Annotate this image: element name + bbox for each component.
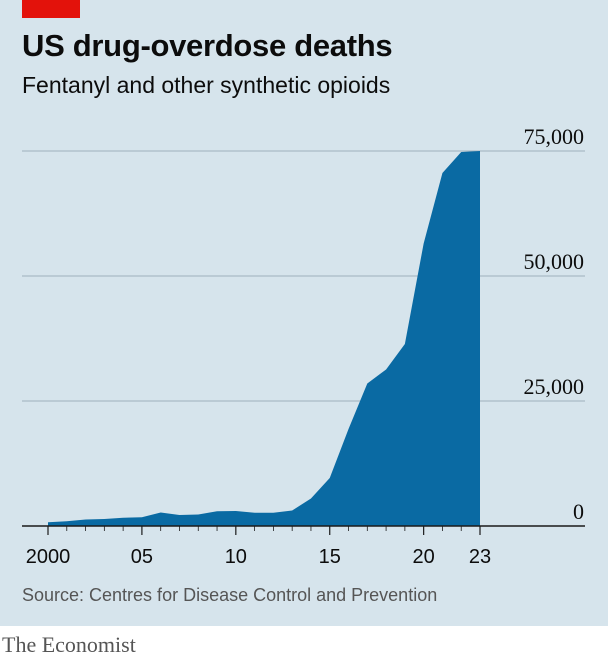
source-note: Source: Centres for Disease Control and … xyxy=(22,585,438,605)
x-tick-label-1: 05 xyxy=(131,546,153,568)
footer: The Economist xyxy=(0,626,608,662)
y-tick-label-2: 50,000 xyxy=(524,249,585,274)
x-tick-label-2: 10 xyxy=(225,546,247,568)
y-tick-label-1: 25,000 xyxy=(524,374,585,399)
x-tick-label-3: 15 xyxy=(319,546,341,568)
y-tick-label-3: 75,000 xyxy=(524,124,585,149)
chart-title: US drug-overdose deaths xyxy=(22,28,393,63)
y-tick-label-0: 0 xyxy=(573,499,584,524)
x-tick-label-4: 20 xyxy=(413,546,435,568)
series-area xyxy=(48,151,480,526)
chart-subtitle: Fentanyl and other synthetic opioids xyxy=(22,72,391,98)
brand-red-tag xyxy=(22,0,80,18)
brand-logo-text: The Economist xyxy=(2,632,136,657)
x-tick-label-0: 2000 xyxy=(26,546,71,568)
x-tick-label-5: 23 xyxy=(469,546,491,568)
chart-area: 0 25,000 50,000 75,000 2000 05 10 15 20 23 xyxy=(22,124,585,568)
